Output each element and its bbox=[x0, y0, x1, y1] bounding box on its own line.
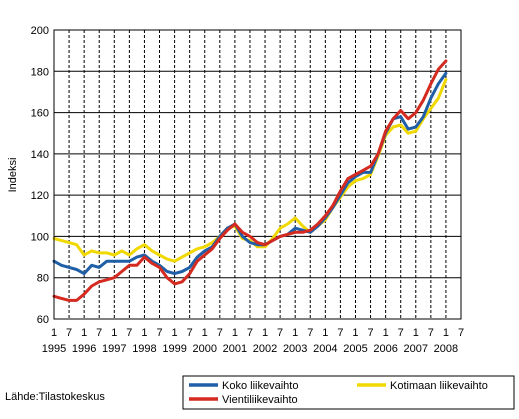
x-year-label: 2002 bbox=[253, 343, 277, 355]
x-year-label: 2007 bbox=[404, 343, 428, 355]
y-tick-label: 160 bbox=[31, 108, 49, 120]
x-tick-label: 7 bbox=[217, 327, 223, 339]
x-year-label: 1997 bbox=[102, 343, 126, 355]
x-year-label: 2000 bbox=[192, 343, 216, 355]
legend-box bbox=[182, 375, 515, 410]
legend-label-kotimaan: Kotimaan liikevaihto bbox=[390, 380, 488, 392]
grid bbox=[54, 30, 462, 319]
x-tick-label: 7 bbox=[458, 327, 464, 339]
x-tick-label: 7 bbox=[156, 327, 162, 339]
x-tick-label: 7 bbox=[96, 327, 102, 339]
y-tick-label: 140 bbox=[31, 149, 49, 161]
x-tick-label: 1 bbox=[172, 327, 178, 339]
x-tick-label: 1 bbox=[202, 327, 208, 339]
y-tick-label: 200 bbox=[31, 25, 49, 37]
x-tick-label: 1 bbox=[81, 327, 87, 339]
x-year-label: 2005 bbox=[343, 343, 367, 355]
x-year-label: 2008 bbox=[434, 343, 458, 355]
series-line-1 bbox=[52, 71, 448, 276]
y-tick-label: 120 bbox=[31, 190, 49, 202]
x-tick-label: 7 bbox=[66, 327, 72, 339]
legend-label-vienti: Vientiliikevaihto bbox=[222, 394, 298, 406]
x-tick-label: 7 bbox=[126, 327, 132, 339]
x-tick-label: 1 bbox=[292, 327, 298, 339]
x-year-label: 2004 bbox=[313, 343, 337, 355]
x-tick-label: 7 bbox=[307, 327, 313, 339]
y-tick-label: 100 bbox=[31, 231, 49, 243]
source-note: Lähde:Tilastokeskus bbox=[5, 391, 105, 403]
x-tick-label: 7 bbox=[277, 327, 283, 339]
x-tick-label: 1 bbox=[413, 327, 419, 339]
x-year-label: 1996 bbox=[72, 343, 96, 355]
plot-frame bbox=[53, 29, 462, 320]
x-tick-label: 1 bbox=[383, 327, 389, 339]
x-year-label: 1998 bbox=[132, 343, 156, 355]
x-year-label: 2001 bbox=[223, 343, 247, 355]
y-tick-label: 80 bbox=[37, 273, 49, 285]
x-tick-label: 7 bbox=[428, 327, 434, 339]
x-tick-label: 1 bbox=[262, 327, 268, 339]
legend-label-koko: Koko liikevaihto bbox=[222, 380, 298, 392]
legend: Koko liikevaihto Kotimaan liikevaihto Vi… bbox=[182, 375, 515, 410]
y-tick-label: 180 bbox=[31, 66, 49, 78]
y-axis-title: Indeksi bbox=[7, 158, 19, 193]
x-tick-label: 1 bbox=[51, 327, 57, 339]
x-tick-label: 7 bbox=[187, 327, 193, 339]
x-year-label: 2003 bbox=[283, 343, 307, 355]
y-tick-label: 60 bbox=[37, 314, 49, 326]
x-tick-label: 7 bbox=[398, 327, 404, 339]
x-tick-label: 1 bbox=[443, 327, 449, 339]
x-year-label: 2006 bbox=[373, 343, 397, 355]
x-tick-label: 1 bbox=[141, 327, 147, 339]
x-tick-label: 1 bbox=[111, 327, 117, 339]
x-tick-label: 7 bbox=[247, 327, 253, 339]
x-tick-label: 1 bbox=[232, 327, 238, 339]
x-year-label: 1995 bbox=[42, 343, 66, 355]
series-line-3 bbox=[52, 59, 448, 302]
x-tick-label: 7 bbox=[367, 327, 373, 339]
x-tick-label: 1 bbox=[352, 327, 358, 339]
x-tick-label: 1 bbox=[322, 327, 328, 339]
x-tick-label: 7 bbox=[337, 327, 343, 339]
x-year-label: 1999 bbox=[162, 343, 186, 355]
series-lines bbox=[52, 59, 448, 302]
